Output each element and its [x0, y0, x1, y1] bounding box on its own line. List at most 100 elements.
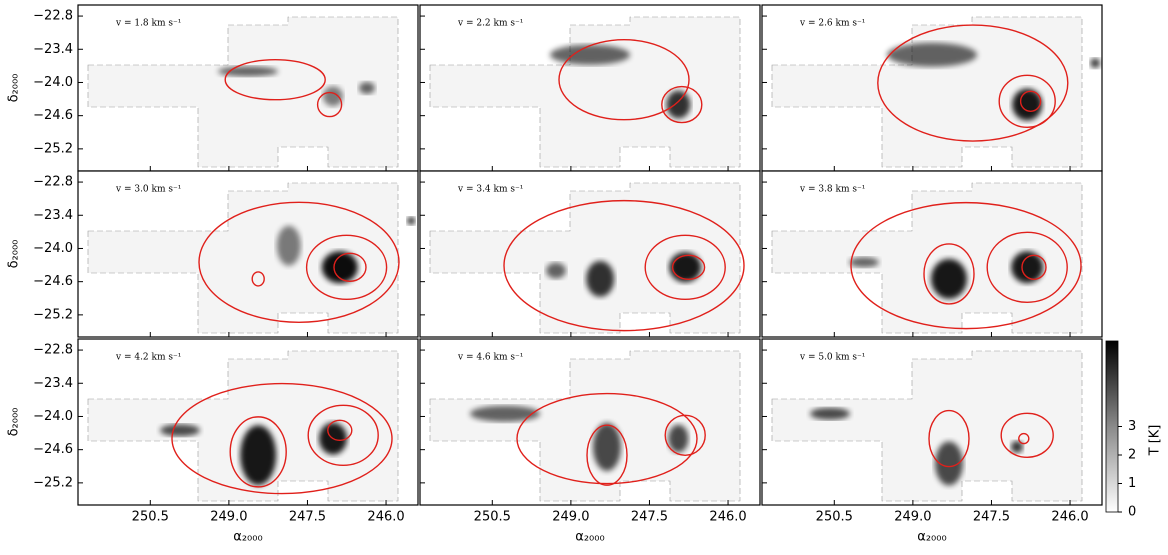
panel-frame [419, 338, 761, 506]
emission [407, 216, 416, 225]
velocity-label: v = 2.2 km s⁻¹ [457, 19, 523, 29]
velocity-label: v = 3.0 km s⁻¹ [115, 185, 181, 195]
velocity-label: v = 2.6 km s⁻¹ [799, 19, 865, 29]
emission [887, 42, 977, 67]
y-tick-label: −24.0 [33, 409, 73, 424]
panel-frame [419, 170, 761, 338]
emission [935, 441, 963, 486]
x-axis-label: α₂₀₀₀ [917, 530, 946, 545]
contour [998, 74, 1056, 128]
emission [323, 86, 343, 107]
map-coverage [87, 16, 399, 168]
x-axis-label: α₂₀₀₀ [233, 530, 262, 545]
velocity-label: v = 4.2 km s⁻¹ [115, 353, 181, 363]
contour [1000, 412, 1054, 458]
velocity-label: v = 1.8 km s⁻¹ [115, 19, 181, 29]
y-tick-label: −22.8 [33, 175, 73, 190]
contour [171, 382, 393, 495]
x-tick-label: 247.5 [631, 510, 668, 525]
contour [229, 416, 287, 488]
map-coverage [87, 350, 399, 502]
emission [276, 225, 301, 266]
colorbar-tick-label: 3 [1128, 419, 1136, 434]
x-tick-label: 250.5 [816, 510, 853, 525]
panel-frame [77, 338, 419, 506]
map-coverage [771, 16, 1083, 168]
colorbar [1105, 340, 1119, 513]
contour [1021, 254, 1047, 280]
y-tick-label: −23.4 [33, 208, 73, 223]
emission [666, 90, 691, 119]
velocity-label: v = 4.6 km s⁻¹ [457, 353, 523, 363]
x-tick-label: 250.5 [474, 510, 511, 525]
contour [224, 58, 326, 101]
map-coverage [429, 16, 741, 168]
panel: v = 5.0 km s⁻¹ 250.5 249.0 247.5 246.0 α₂₀₀₀ [761, 338, 1103, 545]
y-axis-label: δ₂₀₀₀ [7, 74, 22, 103]
contour [986, 231, 1068, 303]
emission [586, 260, 615, 297]
x-tick-label: 250.5 [132, 510, 169, 525]
velocity-label: v = 5.0 km s⁻¹ [799, 353, 865, 363]
velocity-label: v = 3.4 km s⁻¹ [457, 185, 523, 195]
contour [516, 392, 698, 485]
emission [160, 424, 200, 437]
contour [923, 243, 975, 305]
x-tick-label: 247.5 [289, 510, 326, 525]
x-tick-label: 249.0 [552, 510, 589, 525]
emission [1090, 58, 1101, 69]
contour [307, 404, 379, 466]
emission [321, 251, 358, 284]
contour [1019, 90, 1042, 112]
x-tick-label: 249.0 [210, 510, 247, 525]
y-axis-label: δ₂₀₀₀ [7, 240, 22, 269]
x-tick-label: 246.0 [1051, 510, 1088, 525]
contour [251, 271, 265, 287]
contour [327, 419, 353, 441]
emission [931, 258, 967, 299]
x-axis-label: α₂₀₀₀ [575, 530, 604, 545]
y-tick-label: −24.6 [33, 442, 73, 457]
panel-frame [77, 170, 419, 338]
x-tick-label: 246.0 [709, 510, 746, 525]
map-coverage [87, 182, 399, 334]
map-coverage [429, 350, 741, 502]
emission [669, 252, 702, 283]
contour [558, 38, 690, 121]
map-coverage [771, 350, 1083, 502]
emission [668, 424, 689, 453]
emission [240, 425, 277, 486]
contour [877, 24, 1069, 142]
map-coverage [429, 182, 741, 334]
y-tick-label: −25.2 [33, 141, 73, 156]
contour [671, 254, 706, 280]
contour [928, 409, 970, 468]
contour [586, 424, 628, 486]
panel-frame [761, 338, 1103, 506]
contour [305, 234, 388, 300]
contour [661, 85, 703, 124]
panel-frame [761, 170, 1103, 338]
y-tick-label: −24.6 [33, 274, 73, 289]
y-tick-label: −24.6 [33, 108, 73, 123]
panel: v = 4.6 km s⁻¹ 250.5 249.0 247.5 246.0 α₂₀₀₀ [419, 338, 761, 545]
emission [1011, 251, 1044, 284]
emission [550, 44, 630, 65]
panel: v = 3.0 km s⁻¹ −22.8 −23.4 −24.0 −24.6 −25.2 δ… [7, 170, 419, 338]
velocity-label: v = 3.8 km s⁻¹ [799, 185, 865, 195]
x-tick-label: 246.0 [367, 510, 404, 525]
panel: v = 4.2 km s⁻¹ 250.5 249.0 247.5 246.0 −22.8 −… [7, 338, 419, 545]
y-tick-label: −22.8 [33, 9, 73, 24]
emission [359, 82, 375, 94]
x-tick-label: 249.0 [894, 510, 931, 525]
emission [470, 405, 540, 422]
contour [198, 201, 400, 323]
panel: v = 2.2 km s⁻¹ [419, 4, 761, 172]
y-tick-label: −24.0 [33, 241, 73, 256]
y-tick-label: −24.0 [33, 75, 73, 90]
contour [644, 234, 726, 300]
contour [664, 414, 706, 456]
panel: v = 3.4 km s⁻¹ [419, 170, 761, 338]
contour [1018, 432, 1030, 445]
y-tick-label: −25.2 [33, 475, 73, 490]
